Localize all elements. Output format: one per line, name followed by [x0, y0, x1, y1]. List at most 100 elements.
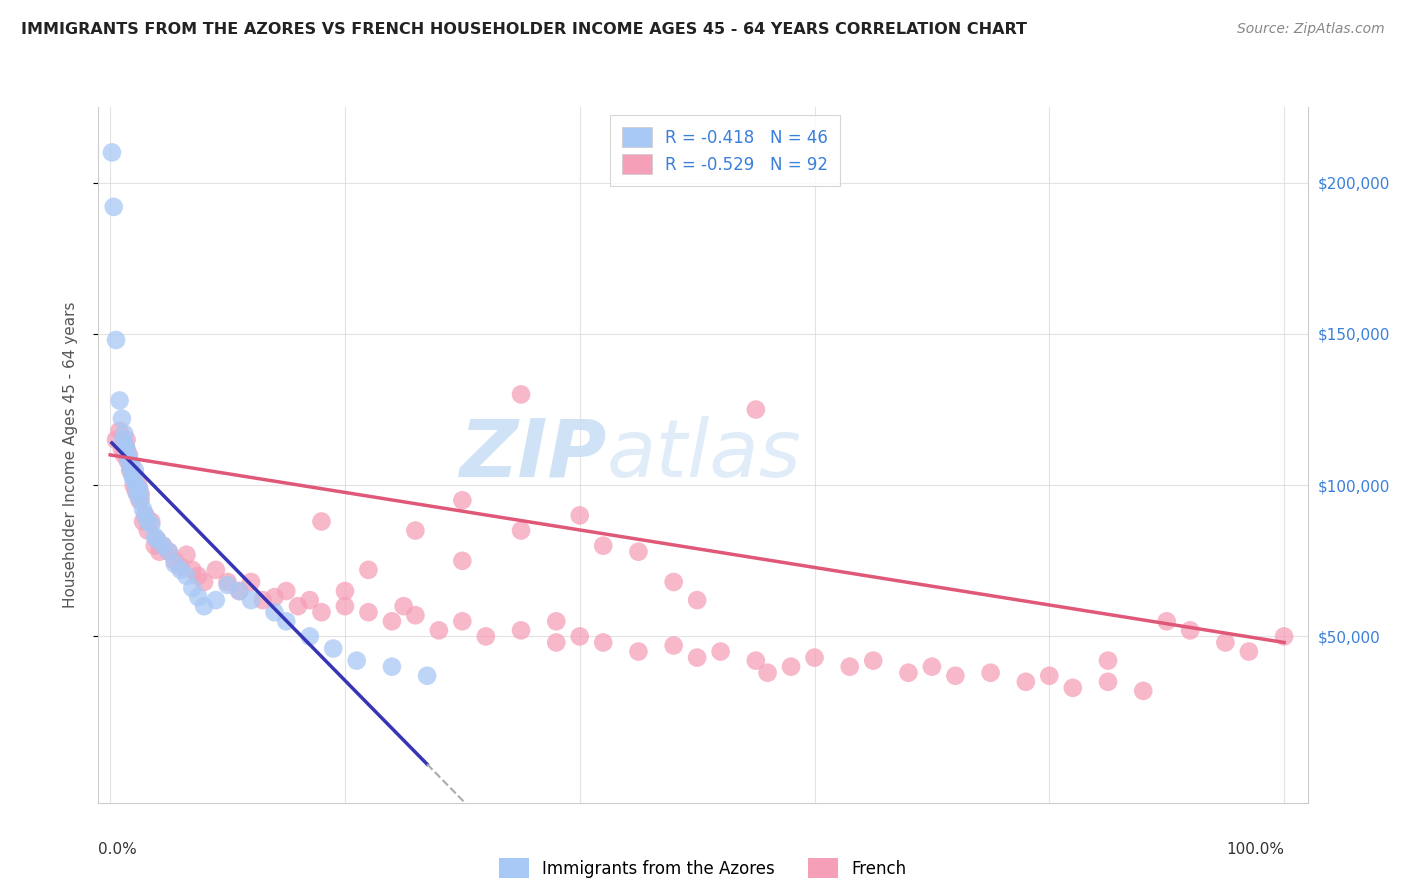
Point: [838, 659, 860, 673]
Point: [129, 493, 152, 508]
Point: [568, 629, 591, 643]
Point: [1215, 635, 1237, 649]
Point: [546, 615, 568, 629]
Point: [710, 644, 733, 658]
Point: [146, 533, 169, 547]
Text: atlas: atlas: [606, 416, 801, 494]
Point: [125, 478, 148, 492]
Point: [163, 557, 186, 571]
Point: [1156, 615, 1178, 629]
Point: [125, 484, 148, 499]
Point: [333, 584, 356, 599]
Point: [169, 559, 191, 574]
Point: [103, 200, 125, 214]
Point: [217, 574, 239, 589]
Point: [146, 533, 169, 547]
Point: [181, 581, 204, 595]
Point: [1237, 644, 1260, 658]
Point: [129, 487, 152, 501]
Point: [686, 650, 709, 665]
Point: [112, 433, 135, 447]
Point: [392, 599, 415, 614]
Point: [404, 524, 426, 538]
Point: [228, 584, 250, 599]
Point: [132, 515, 155, 529]
Point: [252, 593, 274, 607]
Point: [568, 508, 591, 523]
Text: IMMIGRANTS FROM THE AZORES VS FRENCH HOUSEHOLDER INCOME AGES 45 - 64 YEARS CORRE: IMMIGRANTS FROM THE AZORES VS FRENCH HOU…: [21, 22, 1028, 37]
Point: [862, 654, 884, 668]
Point: [157, 545, 180, 559]
Point: [451, 554, 474, 568]
Point: [128, 484, 150, 499]
Point: [217, 578, 239, 592]
Point: [263, 605, 285, 619]
Point: [803, 650, 825, 665]
Point: [112, 426, 135, 441]
Point: [404, 608, 426, 623]
Point: [114, 439, 136, 453]
Point: [686, 593, 709, 607]
Point: [1132, 684, 1154, 698]
Point: [1180, 624, 1202, 638]
Point: [108, 393, 131, 408]
Point: [124, 463, 146, 477]
Point: [381, 615, 404, 629]
Point: [1015, 674, 1038, 689]
Point: [333, 599, 356, 614]
Point: [143, 539, 166, 553]
Point: [1272, 629, 1295, 643]
Point: [115, 442, 138, 456]
Point: [121, 469, 143, 483]
Point: [128, 493, 150, 508]
Point: [187, 569, 209, 583]
Text: 100.0%: 100.0%: [1226, 842, 1284, 857]
Point: [592, 539, 614, 553]
Point: [510, 387, 533, 401]
Point: [118, 448, 141, 462]
Point: [143, 530, 166, 544]
Point: [136, 515, 159, 529]
Point: [276, 615, 298, 629]
Point: [134, 508, 156, 523]
Point: [193, 599, 215, 614]
Point: [510, 524, 533, 538]
Point: [112, 448, 135, 462]
Point: [756, 665, 779, 680]
Point: [120, 463, 142, 477]
Point: [105, 333, 128, 347]
Point: [311, 605, 333, 619]
Point: [122, 478, 145, 492]
Point: [627, 644, 650, 658]
Point: [105, 433, 128, 447]
Point: [141, 517, 163, 532]
Point: [1062, 681, 1084, 695]
Point: [546, 635, 568, 649]
Point: [204, 563, 226, 577]
Point: [120, 457, 142, 471]
Point: [127, 487, 149, 501]
Point: [897, 665, 920, 680]
Point: [111, 411, 134, 425]
Point: [132, 502, 155, 516]
Point: [980, 665, 1002, 680]
Point: [357, 563, 380, 577]
Point: [346, 654, 368, 668]
Point: [117, 448, 139, 462]
Point: [115, 433, 138, 447]
Point: [276, 584, 298, 599]
Point: [181, 563, 204, 577]
Point: [427, 624, 450, 638]
Point: [111, 442, 134, 456]
Point: [176, 569, 198, 583]
Point: [118, 454, 141, 468]
Point: [745, 402, 768, 417]
Point: [114, 439, 136, 453]
Point: [510, 624, 533, 638]
Point: [451, 615, 474, 629]
Point: [416, 669, 439, 683]
Point: [117, 454, 139, 468]
Point: [120, 457, 142, 471]
Point: [148, 545, 170, 559]
Point: [240, 574, 263, 589]
